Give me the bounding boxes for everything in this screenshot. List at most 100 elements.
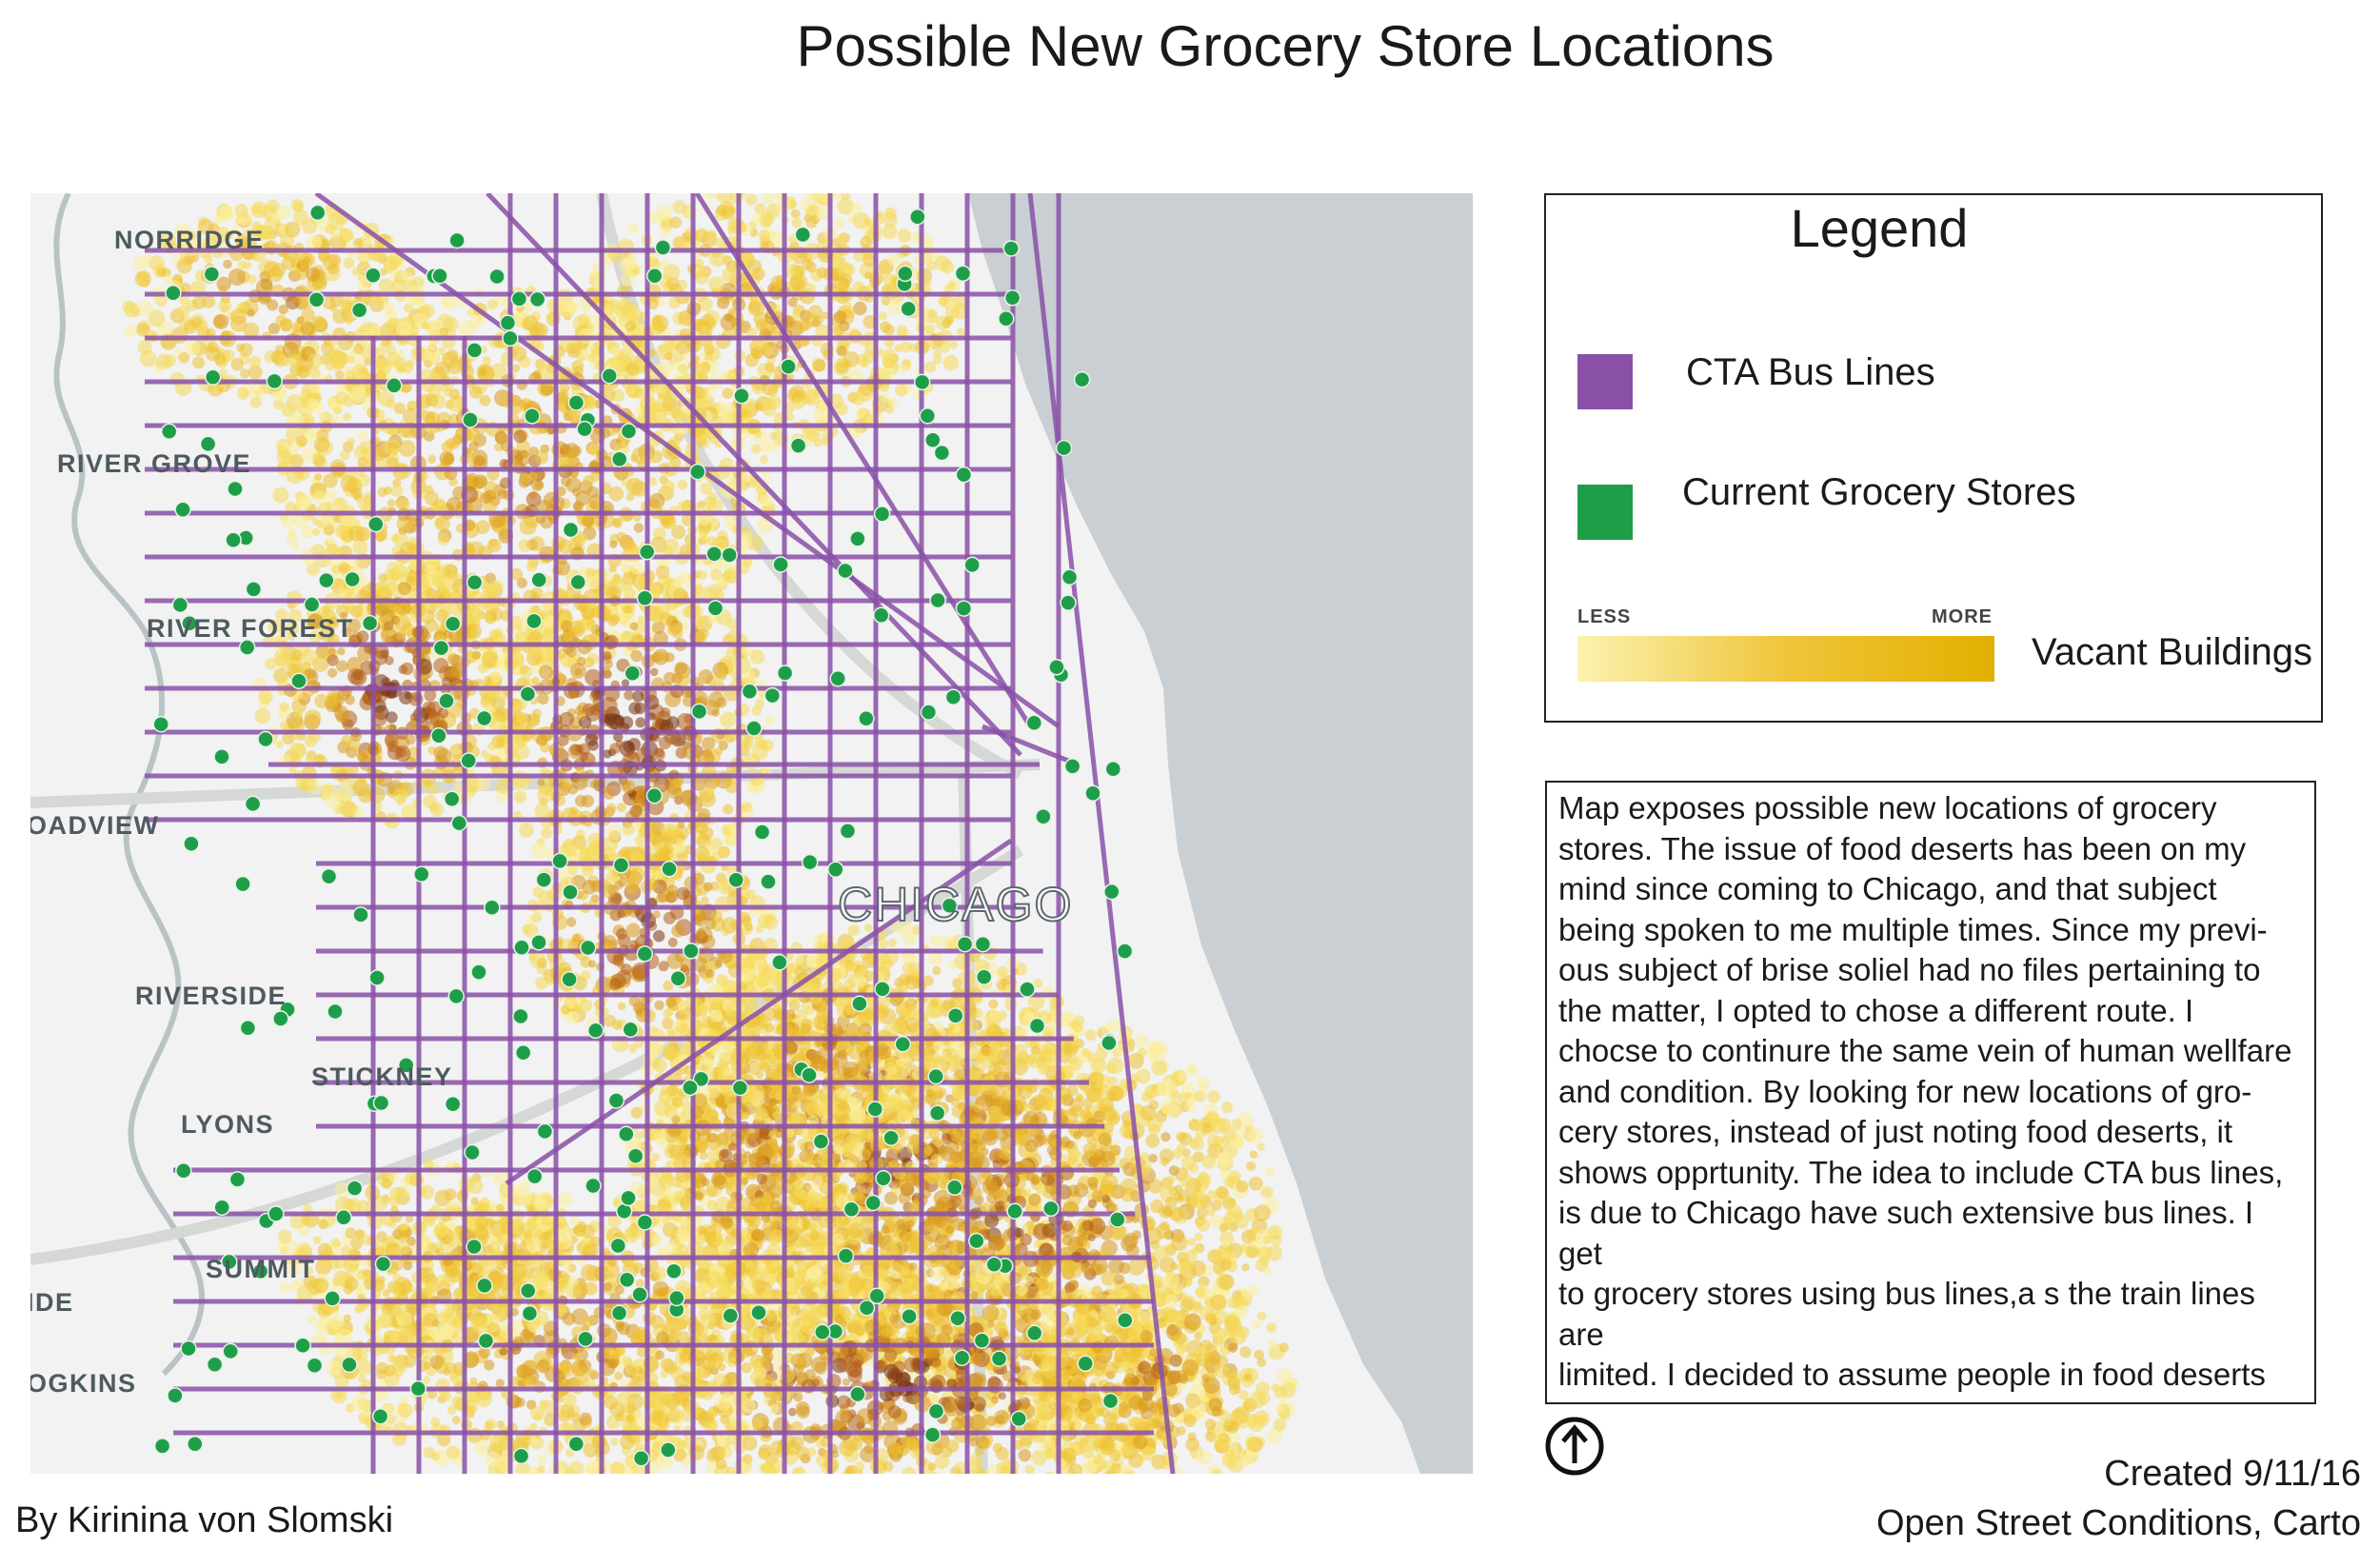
vacant-building-dot [630,866,645,882]
vacant-building-dot [295,434,307,447]
vacant-building-dot [606,803,617,814]
vacant-building-dot [387,744,403,761]
vacant-building-dot [635,717,646,728]
vacant-building-dot [333,407,343,415]
vacant-building-dot [701,896,709,904]
vacant-building-dot [267,299,279,311]
vacant-building-dot [763,914,779,930]
vacant-building-dot [275,741,284,749]
vacant-building-dot [564,781,572,789]
vacant-building-dot [148,309,166,327]
vacant-building-dot [179,282,191,294]
vacant-building-dot [264,261,280,277]
vacant-building-dot [571,487,582,497]
vacant-building-dot [623,605,632,614]
vacant-building-dot [512,703,521,711]
vacant-building-dot [465,623,482,640]
vacant-building-dot [424,490,439,506]
vacant-building-dot [184,339,201,356]
vacant-building-dot [609,978,622,991]
vacant-building-dot [394,269,408,285]
vacant-building-dot [230,308,247,325]
vacant-building-dot [308,367,321,379]
vacant-building-dot [426,564,436,575]
vacant-building-dot [398,440,416,457]
vacant-building-dot [538,665,554,680]
vacant-building-dot [273,399,285,410]
vacant-building-dot [380,626,398,645]
vacant-building-dot [625,880,639,894]
vacant-building-dot [495,780,510,794]
vacant-building-dot [474,454,485,466]
vacant-building-dot [156,268,167,277]
vacant-building-dot [715,669,727,682]
vacant-building-dot [401,662,414,676]
vacant-building-dot [537,361,547,371]
vacant-building-dot [988,999,999,1009]
vacant-building-dot [235,235,248,248]
vacant-building-dot [314,693,329,708]
vacant-building-dot [254,707,271,724]
vacant-building-dot [612,954,625,967]
vacant-building-dot [488,538,498,547]
vacant-building-dot [383,255,399,271]
vacant-building-dot [520,449,528,459]
vacant-building-dot [213,313,229,329]
vacant-building-dot [331,360,345,372]
vacant-building-dot [616,803,626,813]
vacant-building-dot [715,896,732,913]
vacant-building-dot [608,486,625,502]
vacant-building-dot [932,965,942,976]
vacant-building-dot [536,957,548,969]
vacant-building-dot [340,475,358,492]
chicago-map[interactable]: NORRIDGE RIVER GROVE RIVER FOREST OADVIE… [30,193,1473,1474]
vacant-building-dot [695,928,706,940]
vacant-building-dot [930,934,942,947]
vacant-building-dot [623,631,632,641]
vacant-building-dot [322,254,339,271]
vacant-building-dot [724,733,735,744]
vacant-building-dot [585,567,596,578]
vacant-building-dot [665,716,680,729]
vacant-building-dot [285,501,297,513]
vacant-building-dot [248,365,263,380]
vacant-building-dot [277,449,293,466]
vacant-building-dot [612,518,621,527]
vacant-building-dot [442,351,459,368]
vacant-building-dot [424,688,437,702]
vacant-building-dot [659,475,668,485]
vacant-building-dot [169,371,185,387]
vacant-building-dot [178,352,190,364]
vacant-building-dot [577,843,586,851]
vacant-building-dot [240,368,250,379]
vacant-building-dot [284,221,301,238]
vacant-building-dot [280,513,296,528]
vacant-building-dot [411,276,425,289]
vacant-building-dot [513,429,527,444]
vacant-building-dot [187,230,198,241]
vacant-building-dot [403,271,413,282]
vacant-building-dot [537,692,549,705]
vacant-building-dot [700,482,713,495]
vacant-building-dot [202,294,216,308]
vacant-building-dot [534,450,549,465]
vacant-building-dot [929,998,940,1007]
vacant-building-dot [398,364,407,373]
vacant-building-dot [437,347,446,356]
vacant-building-dot [671,923,685,938]
vacant-building-dot [475,520,490,534]
vacant-building-dot [179,295,189,306]
vacant-building-dot [666,884,679,897]
vacant-building-dot [1090,1058,1107,1074]
vacant-building-dot [313,436,330,453]
vacant-building-dot [228,268,246,286]
vacant-building-dot [516,439,530,454]
vacant-building-dot [603,787,615,800]
vacant-building-dot [337,587,347,596]
vacant-building-dot [575,744,584,753]
vacant-building-dot [321,342,333,355]
vacant-building-dot [122,300,135,313]
vacant-building-dot [706,1200,718,1211]
vacant-building-dot [565,443,580,459]
vacant-building-dot [248,355,262,369]
